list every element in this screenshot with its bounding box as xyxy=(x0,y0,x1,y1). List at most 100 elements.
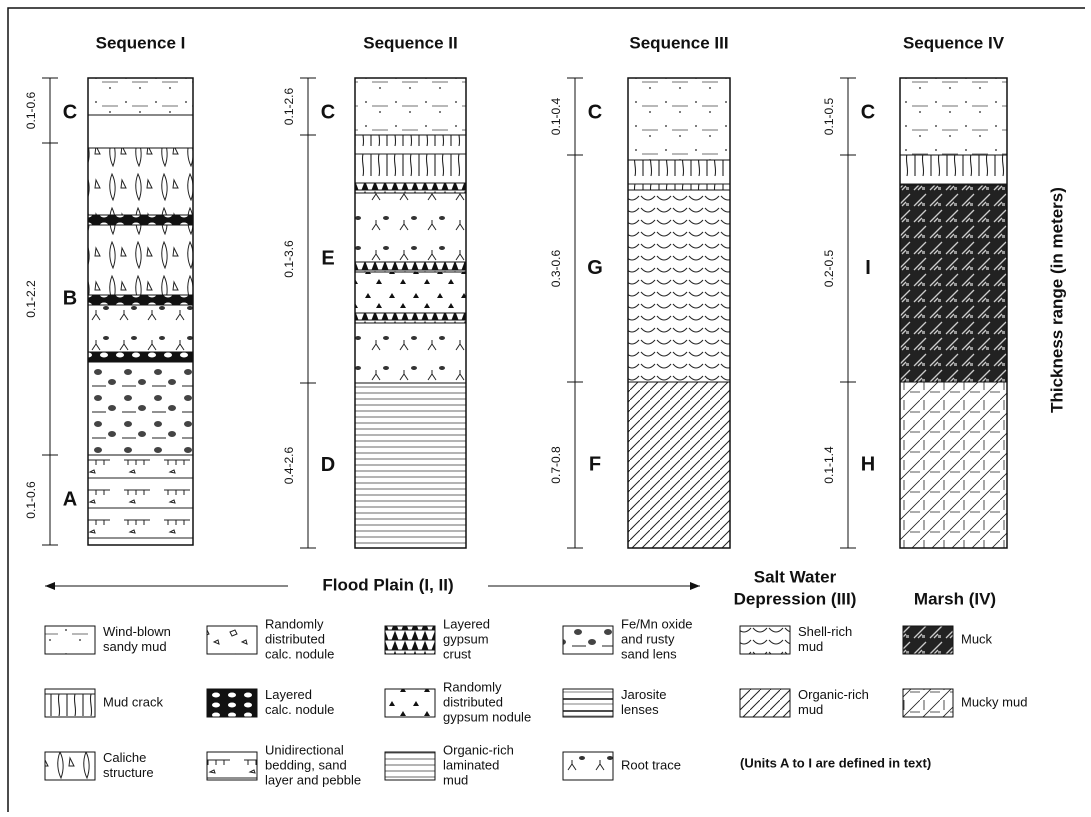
legend-swatch xyxy=(45,752,95,780)
unit-letter: B xyxy=(63,287,77,309)
layer xyxy=(88,362,193,455)
unit-letter: C xyxy=(588,101,602,123)
unit-letter: A xyxy=(63,488,77,510)
thickness-range: 0.1-2.2 xyxy=(24,280,38,318)
axis-label: Thickness range (in meters) xyxy=(1047,187,1066,413)
legend-label: Organic-rich xyxy=(443,742,514,757)
legend-label: gypsum xyxy=(443,631,489,646)
legend-label: Mucky mud xyxy=(961,694,1027,709)
legend-swatch xyxy=(740,689,790,717)
legend-label: distributed xyxy=(443,694,503,709)
sequence-title: Sequence II xyxy=(363,33,457,52)
legend-label: mud xyxy=(443,772,468,787)
unit-letter: H xyxy=(861,453,875,475)
legend-label: Layered xyxy=(265,687,312,702)
thickness-range: 0.2-0.5 xyxy=(822,249,836,287)
legend-swatch xyxy=(563,626,613,654)
legend-label: lenses xyxy=(621,702,659,717)
layer xyxy=(628,382,730,548)
thickness-range: 0.1-0.4 xyxy=(549,97,563,135)
layer xyxy=(355,383,466,548)
layer xyxy=(900,382,1007,548)
layer xyxy=(355,323,466,383)
legend-label: sand lens xyxy=(621,646,677,661)
sequence-title: Sequence I xyxy=(96,33,186,52)
salt-water-label: Salt Water xyxy=(754,567,837,586)
legend-swatch xyxy=(45,626,95,654)
legend-label: structure xyxy=(103,765,154,780)
unit-letter: I xyxy=(865,257,871,279)
legend-label: distributed xyxy=(265,631,325,646)
legend-label: Randomly xyxy=(443,679,502,694)
legend-label: layer and pebble xyxy=(265,772,361,787)
flood-plain-label: Flood Plain (I, II) xyxy=(322,575,453,594)
legend-label: Organic-rich xyxy=(798,687,869,702)
legend-label: Shell-rich xyxy=(798,624,852,639)
legend-label: gypsum nodule xyxy=(443,709,531,724)
legend-label: mud xyxy=(798,702,823,717)
legend-label: Unidirectional xyxy=(265,742,344,757)
legend-label: calc. nodule xyxy=(265,646,334,661)
thickness-range: 0.1-0.6 xyxy=(24,481,38,519)
legend-swatch xyxy=(740,626,790,654)
legend-label: laminated xyxy=(443,757,499,772)
thickness-range: 0.4-2.6 xyxy=(282,446,296,484)
layer xyxy=(900,155,1007,185)
layer xyxy=(355,262,466,272)
legend-label: sandy mud xyxy=(103,639,167,654)
layer xyxy=(355,78,466,135)
sequence-title: Sequence III xyxy=(629,33,728,52)
layer xyxy=(900,185,1007,382)
unit-letter: D xyxy=(321,454,335,476)
legend-label: Layered xyxy=(443,616,490,631)
layer xyxy=(900,78,1007,155)
unit-letter: G xyxy=(587,257,603,279)
legend-swatch xyxy=(385,689,435,717)
thickness-range: 0.1-2.6 xyxy=(282,87,296,125)
marsh-label: Marsh (IV) xyxy=(914,589,996,608)
thickness-range: 0.1-3.6 xyxy=(282,240,296,278)
thickness-range: 0.1-1.4 xyxy=(822,446,836,484)
layer xyxy=(88,78,193,115)
unit-letter: E xyxy=(321,247,334,269)
layer xyxy=(628,190,730,382)
thickness-range: 0.1-0.6 xyxy=(24,91,38,129)
legend-label: Randomly xyxy=(265,616,324,631)
layer xyxy=(88,305,193,352)
legend-label: Jarosite xyxy=(621,687,667,702)
legend-swatch xyxy=(207,752,257,780)
legend-label: bedding, sand xyxy=(265,757,347,772)
legend-label: mud xyxy=(798,639,823,654)
legend-swatch xyxy=(385,752,435,780)
thickness-range: 0.3-0.6 xyxy=(549,249,563,287)
legend-label: Fe/Mn oxide xyxy=(621,616,693,631)
legend-label: calc. nodule xyxy=(265,702,334,717)
layer xyxy=(355,313,466,323)
layer xyxy=(88,225,193,295)
diagram: Thickness range (in meters) Sequence I 0.… xyxy=(0,0,1091,817)
layer xyxy=(88,295,193,305)
legend-label: crust xyxy=(443,646,472,661)
layer xyxy=(88,352,193,362)
legend-label: Mud crack xyxy=(103,694,163,709)
legend-label: Wind-blown xyxy=(103,624,171,639)
legend-note: (Units A to I are defined in text) xyxy=(740,755,931,770)
legend-label: and rusty xyxy=(621,631,675,646)
legend-swatch xyxy=(563,689,613,717)
layer xyxy=(355,183,466,193)
legend-label: Muck xyxy=(961,631,993,646)
legend-label: Caliche xyxy=(103,750,146,765)
layer xyxy=(628,78,730,160)
layer xyxy=(355,193,466,262)
layer xyxy=(88,215,193,225)
legend-swatch xyxy=(45,689,95,717)
unit-letter: C xyxy=(321,101,335,123)
legend-swatch xyxy=(385,626,435,654)
layer xyxy=(88,115,193,148)
thickness-range: 0.7-0.8 xyxy=(549,446,563,484)
unit-letter: C xyxy=(63,101,77,123)
layer xyxy=(355,272,466,313)
thickness-range: 0.1-0.5 xyxy=(822,97,836,135)
legend-swatch xyxy=(207,689,257,717)
unit-letter: C xyxy=(861,101,875,123)
